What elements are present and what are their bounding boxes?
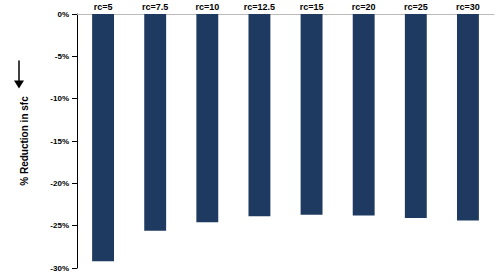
svg-text:% Reduction in sfc: % Reduction in sfc xyxy=(19,96,30,186)
svg-text:0%: 0% xyxy=(57,10,69,19)
svg-text:-20%: -20% xyxy=(50,179,69,188)
svg-text:-10%: -10% xyxy=(50,94,69,103)
svg-text:-25%: -25% xyxy=(50,221,69,230)
svg-text:rc=25: rc=25 xyxy=(404,2,428,12)
svg-text:rc=12.5: rc=12.5 xyxy=(244,2,275,12)
svg-text:rc=15: rc=15 xyxy=(300,2,324,12)
svg-text:-15%: -15% xyxy=(50,137,69,146)
svg-text:rc=10: rc=10 xyxy=(195,2,219,12)
svg-text:rc=5: rc=5 xyxy=(94,2,113,12)
svg-text:-5%: -5% xyxy=(55,52,69,61)
svg-text:-30%: -30% xyxy=(50,264,69,273)
svg-text:rc=20: rc=20 xyxy=(352,2,376,12)
svg-text:rc=7.5: rc=7.5 xyxy=(142,2,168,12)
svg-text:rc=30: rc=30 xyxy=(456,2,480,12)
